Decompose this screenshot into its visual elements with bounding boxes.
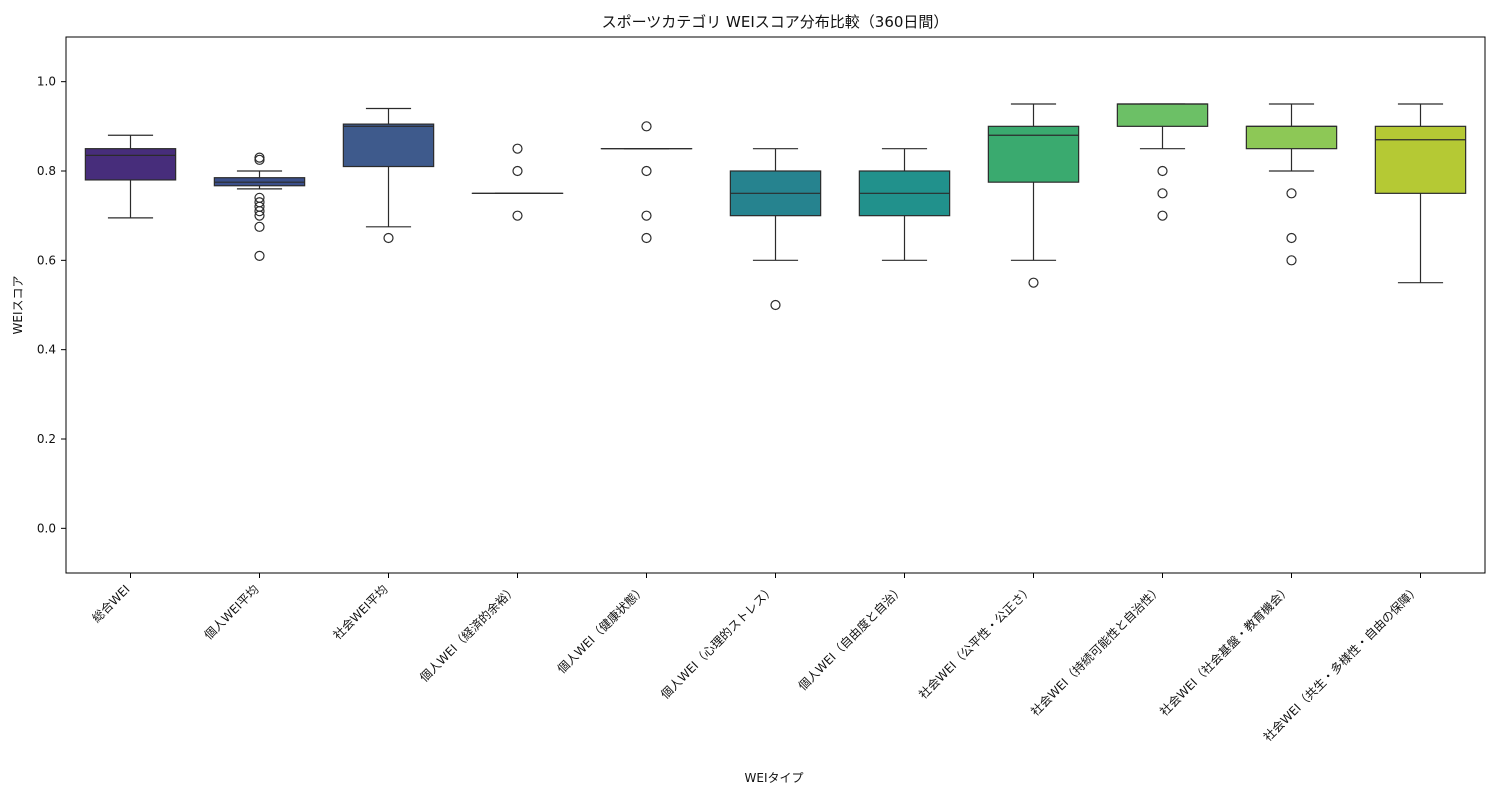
box [1374, 125, 1467, 194]
x-tick-label: 社会WEI（持続可能性と自治性） [1027, 582, 1164, 719]
outlier-point [1286, 232, 1297, 244]
x-tick-label: 個人WEI（心理的ストレス） [657, 582, 777, 702]
x-tick-label: 個人WEI（経済的余裕） [416, 582, 519, 685]
plot-frame [65, 36, 1486, 574]
outlier-point [641, 232, 652, 244]
outlier-point [254, 154, 265, 165]
box-group [471, 143, 564, 221]
y-tick-label: 0.2 [37, 432, 56, 446]
box-group [213, 152, 306, 261]
outlier-point [254, 192, 265, 203]
y-tick-label: 0.4 [37, 343, 56, 357]
outlier-point [512, 143, 523, 154]
x-tick-label: 社会WEI（社会基盤・教育機会） [1156, 582, 1293, 719]
outlier-point [1286, 255, 1297, 266]
box [1245, 125, 1338, 150]
x-tick-label: 個人WEI平均 [202, 582, 262, 642]
x-tick-label: 社会WEI（公平性・公正さ） [915, 582, 1035, 702]
outlier-point [641, 121, 652, 132]
y-tick-label: 0.8 [37, 164, 56, 178]
outlier-point [1157, 210, 1168, 221]
x-tick-label: 社会WEI（共生・多様性・自由の保障） [1260, 582, 1423, 745]
x-tick-label: 個人WEI（健康状態） [554, 582, 649, 677]
outlier-point [254, 197, 265, 208]
box-group [600, 121, 693, 244]
outlier-point [254, 250, 265, 261]
outlier-point [1028, 277, 1039, 288]
chart-title: スポーツカテゴリ WEIスコア分布比較（360日間） [602, 13, 949, 31]
box-group [729, 148, 822, 311]
x-axis: 総合WEI 個人WEI平均 社会WEI平均 個人WEI（経済的余裕） 個人WEI（健康状… [89, 573, 1423, 744]
box-group [858, 148, 951, 261]
outlier-point [383, 232, 394, 244]
outlier-point [641, 210, 652, 221]
box [1116, 103, 1209, 127]
y-axis: 0.0 0.2 0.4 0.6 0.8 1.0 [37, 75, 66, 535]
outlier-point [641, 165, 652, 177]
y-tick-label: 0.0 [37, 521, 56, 535]
box-group [1245, 103, 1338, 266]
box [342, 123, 435, 168]
outlier-point [770, 299, 781, 311]
y-axis-title: WEIスコア [11, 276, 25, 335]
box-group [987, 103, 1080, 288]
outlier-point [1157, 188, 1168, 199]
y-tick-label: 1.0 [37, 75, 56, 89]
outlier-point [512, 165, 523, 177]
box-group [1374, 103, 1467, 284]
box [84, 148, 177, 181]
outlier-point [254, 152, 265, 163]
outlier-point [1286, 188, 1297, 199]
y-tick-label: 0.6 [37, 253, 56, 267]
box-group [1116, 103, 1209, 221]
box-group [84, 134, 177, 219]
box-group [342, 107, 435, 244]
x-tick-label: 社会WEI平均 [330, 582, 391, 643]
plot-area [84, 103, 1467, 311]
outlier-point [254, 221, 265, 232]
x-tick-label: 個人WEI（自由度と自治） [795, 582, 907, 694]
outlier-point [512, 210, 523, 221]
outlier-point [1157, 165, 1168, 177]
x-axis-title: WEIタイプ [745, 771, 804, 785]
x-tick-label: 総合WEI [89, 582, 133, 626]
